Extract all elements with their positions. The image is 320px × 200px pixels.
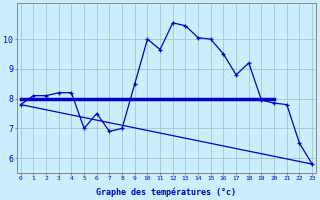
X-axis label: Graphe des températures (°c): Graphe des températures (°c): [96, 187, 236, 197]
